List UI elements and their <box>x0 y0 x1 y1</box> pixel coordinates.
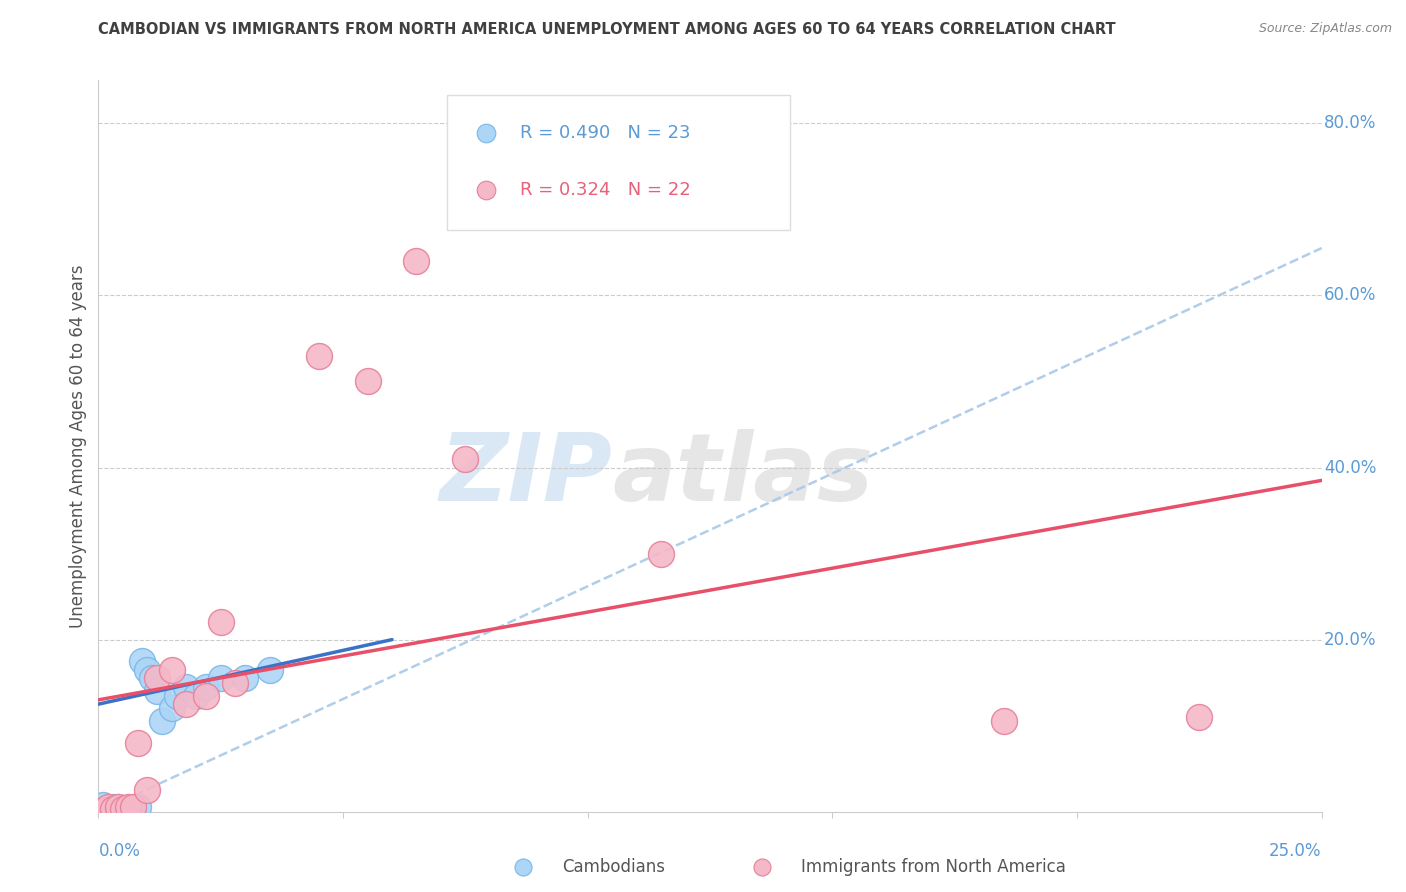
Point <box>993 714 1015 729</box>
Point <box>91 803 114 817</box>
Point <box>195 680 218 694</box>
Point <box>111 802 134 816</box>
FancyBboxPatch shape <box>447 95 790 230</box>
Text: atlas: atlas <box>612 429 873 521</box>
Point <box>160 701 183 715</box>
Point <box>454 451 477 466</box>
Point <box>233 671 256 685</box>
Text: 80.0%: 80.0% <box>1324 114 1376 132</box>
Text: Source: ZipAtlas.com: Source: ZipAtlas.com <box>1258 22 1392 36</box>
Point <box>97 800 120 814</box>
Text: R = 0.324   N = 22: R = 0.324 N = 22 <box>520 181 692 199</box>
Text: R = 0.490   N = 23: R = 0.490 N = 23 <box>520 124 690 142</box>
Point <box>131 654 153 668</box>
Text: 25.0%: 25.0% <box>1270 842 1322 860</box>
Point <box>146 671 169 685</box>
Point <box>650 547 672 561</box>
Text: 60.0%: 60.0% <box>1324 286 1376 304</box>
Point <box>195 689 218 703</box>
Point <box>107 800 129 814</box>
Point <box>150 714 173 729</box>
Point <box>117 800 139 814</box>
Point <box>176 680 198 694</box>
Point <box>101 800 124 814</box>
Point <box>136 663 159 677</box>
Text: ZIP: ZIP <box>439 429 612 521</box>
Point <box>117 801 139 815</box>
Point <box>209 671 232 685</box>
Point <box>101 802 124 816</box>
Text: 0.0%: 0.0% <box>98 842 141 860</box>
Point <box>209 615 232 630</box>
Point <box>91 797 114 812</box>
Point <box>91 803 114 817</box>
Point <box>136 783 159 797</box>
Text: Cambodians: Cambodians <box>562 858 665 876</box>
Point <box>356 375 378 389</box>
Point <box>166 689 188 703</box>
Point <box>308 349 330 363</box>
Point <box>127 800 149 814</box>
Text: 40.0%: 40.0% <box>1324 458 1376 476</box>
Point <box>111 803 134 817</box>
Point <box>405 254 427 268</box>
Point <box>121 801 143 815</box>
Point <box>186 689 208 703</box>
Y-axis label: Unemployment Among Ages 60 to 64 years: Unemployment Among Ages 60 to 64 years <box>69 264 87 628</box>
Text: Immigrants from North America: Immigrants from North America <box>801 858 1066 876</box>
Point <box>107 800 129 814</box>
Point <box>111 802 134 816</box>
Point <box>97 802 120 816</box>
Point <box>224 675 246 690</box>
Point <box>512 860 534 874</box>
Point <box>751 860 773 874</box>
Text: 20.0%: 20.0% <box>1324 631 1376 648</box>
Point <box>146 684 169 698</box>
Point <box>160 663 183 677</box>
Point <box>141 671 163 685</box>
Text: CAMBODIAN VS IMMIGRANTS FROM NORTH AMERICA UNEMPLOYMENT AMONG AGES 60 TO 64 YEAR: CAMBODIAN VS IMMIGRANTS FROM NORTH AMERI… <box>98 22 1116 37</box>
Point <box>1188 710 1211 724</box>
Point <box>176 697 198 711</box>
Point <box>127 736 149 750</box>
Point <box>121 800 143 814</box>
Point <box>259 663 281 677</box>
